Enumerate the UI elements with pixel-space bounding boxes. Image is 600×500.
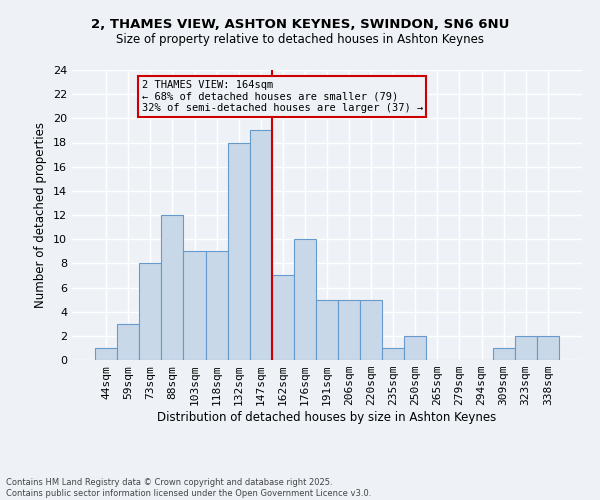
Bar — [227, 142, 250, 360]
Bar — [272, 276, 294, 360]
Bar — [382, 348, 404, 360]
Bar — [250, 130, 272, 360]
Text: 2, THAMES VIEW, ASHTON KEYNES, SWINDON, SN6 6NU: 2, THAMES VIEW, ASHTON KEYNES, SWINDON, … — [91, 18, 509, 30]
Y-axis label: Number of detached properties: Number of detached properties — [34, 122, 47, 308]
Bar — [360, 300, 382, 360]
Bar — [294, 239, 316, 360]
Bar — [537, 336, 559, 360]
Text: Contains HM Land Registry data © Crown copyright and database right 2025.
Contai: Contains HM Land Registry data © Crown c… — [6, 478, 371, 498]
Bar — [139, 264, 161, 360]
Bar — [316, 300, 338, 360]
Bar — [404, 336, 427, 360]
Bar — [493, 348, 515, 360]
Bar — [95, 348, 117, 360]
Bar — [206, 251, 227, 360]
X-axis label: Distribution of detached houses by size in Ashton Keynes: Distribution of detached houses by size … — [157, 411, 497, 424]
Text: Size of property relative to detached houses in Ashton Keynes: Size of property relative to detached ho… — [116, 32, 484, 46]
Text: 2 THAMES VIEW: 164sqm
← 68% of detached houses are smaller (79)
32% of semi-deta: 2 THAMES VIEW: 164sqm ← 68% of detached … — [142, 80, 423, 113]
Bar — [117, 324, 139, 360]
Bar — [515, 336, 537, 360]
Bar — [338, 300, 360, 360]
Bar — [161, 215, 184, 360]
Bar — [184, 251, 206, 360]
